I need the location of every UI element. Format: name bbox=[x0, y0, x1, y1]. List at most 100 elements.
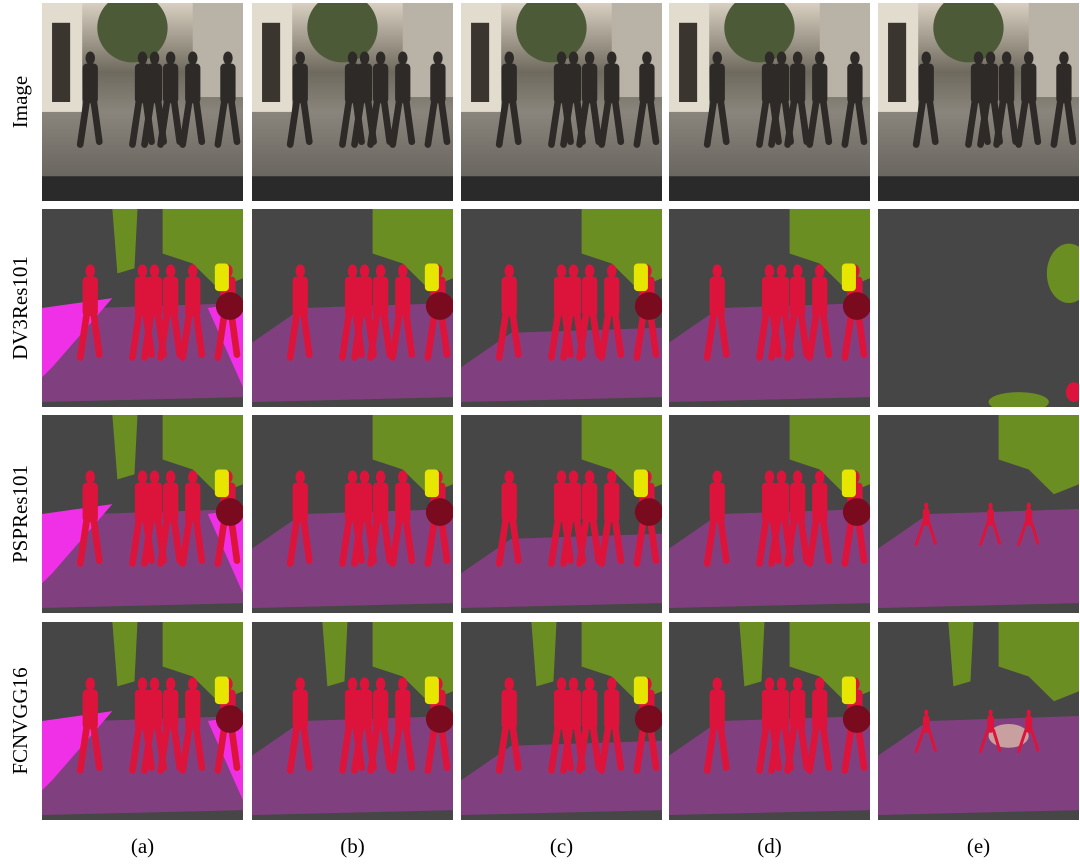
trees bbox=[724, 3, 795, 63]
person-segment bbox=[761, 276, 778, 317]
person-segment bbox=[295, 470, 306, 484]
car-segment bbox=[634, 498, 662, 526]
pedestrian bbox=[501, 63, 517, 104]
pedestrian bbox=[89, 94, 103, 146]
person-segment bbox=[568, 264, 579, 278]
person-segment bbox=[504, 470, 515, 484]
column-label: (c) bbox=[550, 834, 573, 858]
person-segment bbox=[604, 689, 620, 730]
person-segment bbox=[556, 677, 567, 691]
sign-segment bbox=[424, 263, 439, 292]
person-segment bbox=[761, 482, 778, 523]
person-segment bbox=[292, 276, 308, 317]
person-segment bbox=[347, 677, 358, 691]
person-segment bbox=[137, 677, 148, 691]
car-segment bbox=[215, 498, 243, 526]
car-segment bbox=[215, 705, 243, 733]
image-cell bbox=[669, 209, 870, 407]
person-segment bbox=[764, 470, 775, 484]
person-segment bbox=[501, 689, 517, 730]
pedestrian bbox=[351, 94, 365, 148]
pedestrian bbox=[137, 51, 148, 65]
person-segment bbox=[85, 264, 96, 278]
pedestrian bbox=[565, 63, 582, 104]
car-segment bbox=[842, 705, 870, 733]
person-segment bbox=[582, 276, 598, 317]
person-segment bbox=[157, 513, 171, 567]
car-segment bbox=[634, 705, 662, 733]
road bbox=[878, 716, 1079, 816]
person-segment bbox=[185, 689, 201, 730]
person-segment bbox=[589, 513, 603, 564]
person-segment bbox=[914, 728, 925, 753]
pedestrian bbox=[768, 94, 782, 148]
person-segment bbox=[606, 264, 617, 278]
person-segment bbox=[611, 307, 625, 358]
person-segment bbox=[709, 689, 725, 730]
pedestrian bbox=[149, 51, 160, 65]
person-segment bbox=[356, 276, 373, 317]
person-segment bbox=[773, 276, 790, 317]
person-segment bbox=[299, 513, 313, 564]
row-label: PSPRes101 bbox=[8, 465, 32, 563]
person-segment bbox=[380, 513, 394, 564]
person-segment bbox=[495, 307, 510, 361]
pedestrian bbox=[854, 94, 868, 146]
person-segment bbox=[979, 521, 990, 546]
image-cell bbox=[252, 622, 453, 820]
pedestrian bbox=[402, 94, 416, 146]
person-segment bbox=[141, 513, 155, 567]
person-segment bbox=[756, 307, 770, 361]
pedestrian bbox=[227, 94, 241, 146]
person-segment bbox=[560, 720, 574, 774]
person-segment bbox=[179, 307, 194, 361]
person-segment bbox=[395, 276, 411, 317]
pedestrian bbox=[784, 94, 798, 148]
person-segment bbox=[709, 276, 725, 317]
pedestrian bbox=[776, 51, 787, 65]
person-segment bbox=[784, 307, 798, 361]
column-label: (e) bbox=[967, 834, 990, 858]
person-segment bbox=[792, 677, 803, 691]
person-segment bbox=[359, 264, 370, 278]
vegetation bbox=[531, 622, 557, 687]
person-segment bbox=[992, 728, 1002, 752]
person-segment bbox=[709, 482, 725, 523]
pedestrian bbox=[761, 63, 778, 104]
person-segment bbox=[339, 513, 353, 567]
person-segment bbox=[1026, 709, 1031, 716]
person-segment bbox=[797, 720, 811, 771]
person-segment bbox=[576, 513, 590, 567]
person-segment bbox=[389, 513, 404, 567]
person-segment bbox=[565, 689, 582, 730]
person-segment bbox=[784, 720, 798, 774]
person-segment bbox=[163, 276, 179, 317]
pedestrian bbox=[347, 51, 358, 65]
pedestrian bbox=[642, 51, 652, 65]
trees bbox=[307, 3, 378, 63]
person-segment bbox=[170, 307, 184, 358]
person-segment bbox=[508, 513, 522, 564]
person-segment bbox=[582, 689, 598, 730]
car-segment bbox=[425, 498, 453, 526]
person-segment bbox=[988, 502, 993, 509]
person-segment bbox=[548, 513, 562, 567]
vegetation bbox=[112, 622, 138, 687]
person-segment bbox=[286, 720, 301, 774]
person-segment bbox=[814, 677, 825, 691]
pedestrian bbox=[339, 94, 353, 148]
image-cell bbox=[252, 415, 453, 613]
person-segment bbox=[584, 470, 595, 484]
person-segment bbox=[299, 307, 313, 358]
car-segment bbox=[425, 292, 453, 320]
person-segment bbox=[806, 307, 821, 361]
person-segment bbox=[576, 307, 590, 361]
person-segment bbox=[703, 720, 718, 774]
pedestrian bbox=[985, 51, 996, 65]
row-label: FCNVGG16 bbox=[8, 667, 32, 774]
vegetation bbox=[739, 622, 765, 687]
pedestrian bbox=[982, 63, 999, 104]
person-segment bbox=[776, 677, 787, 691]
car-hood bbox=[878, 176, 1079, 201]
